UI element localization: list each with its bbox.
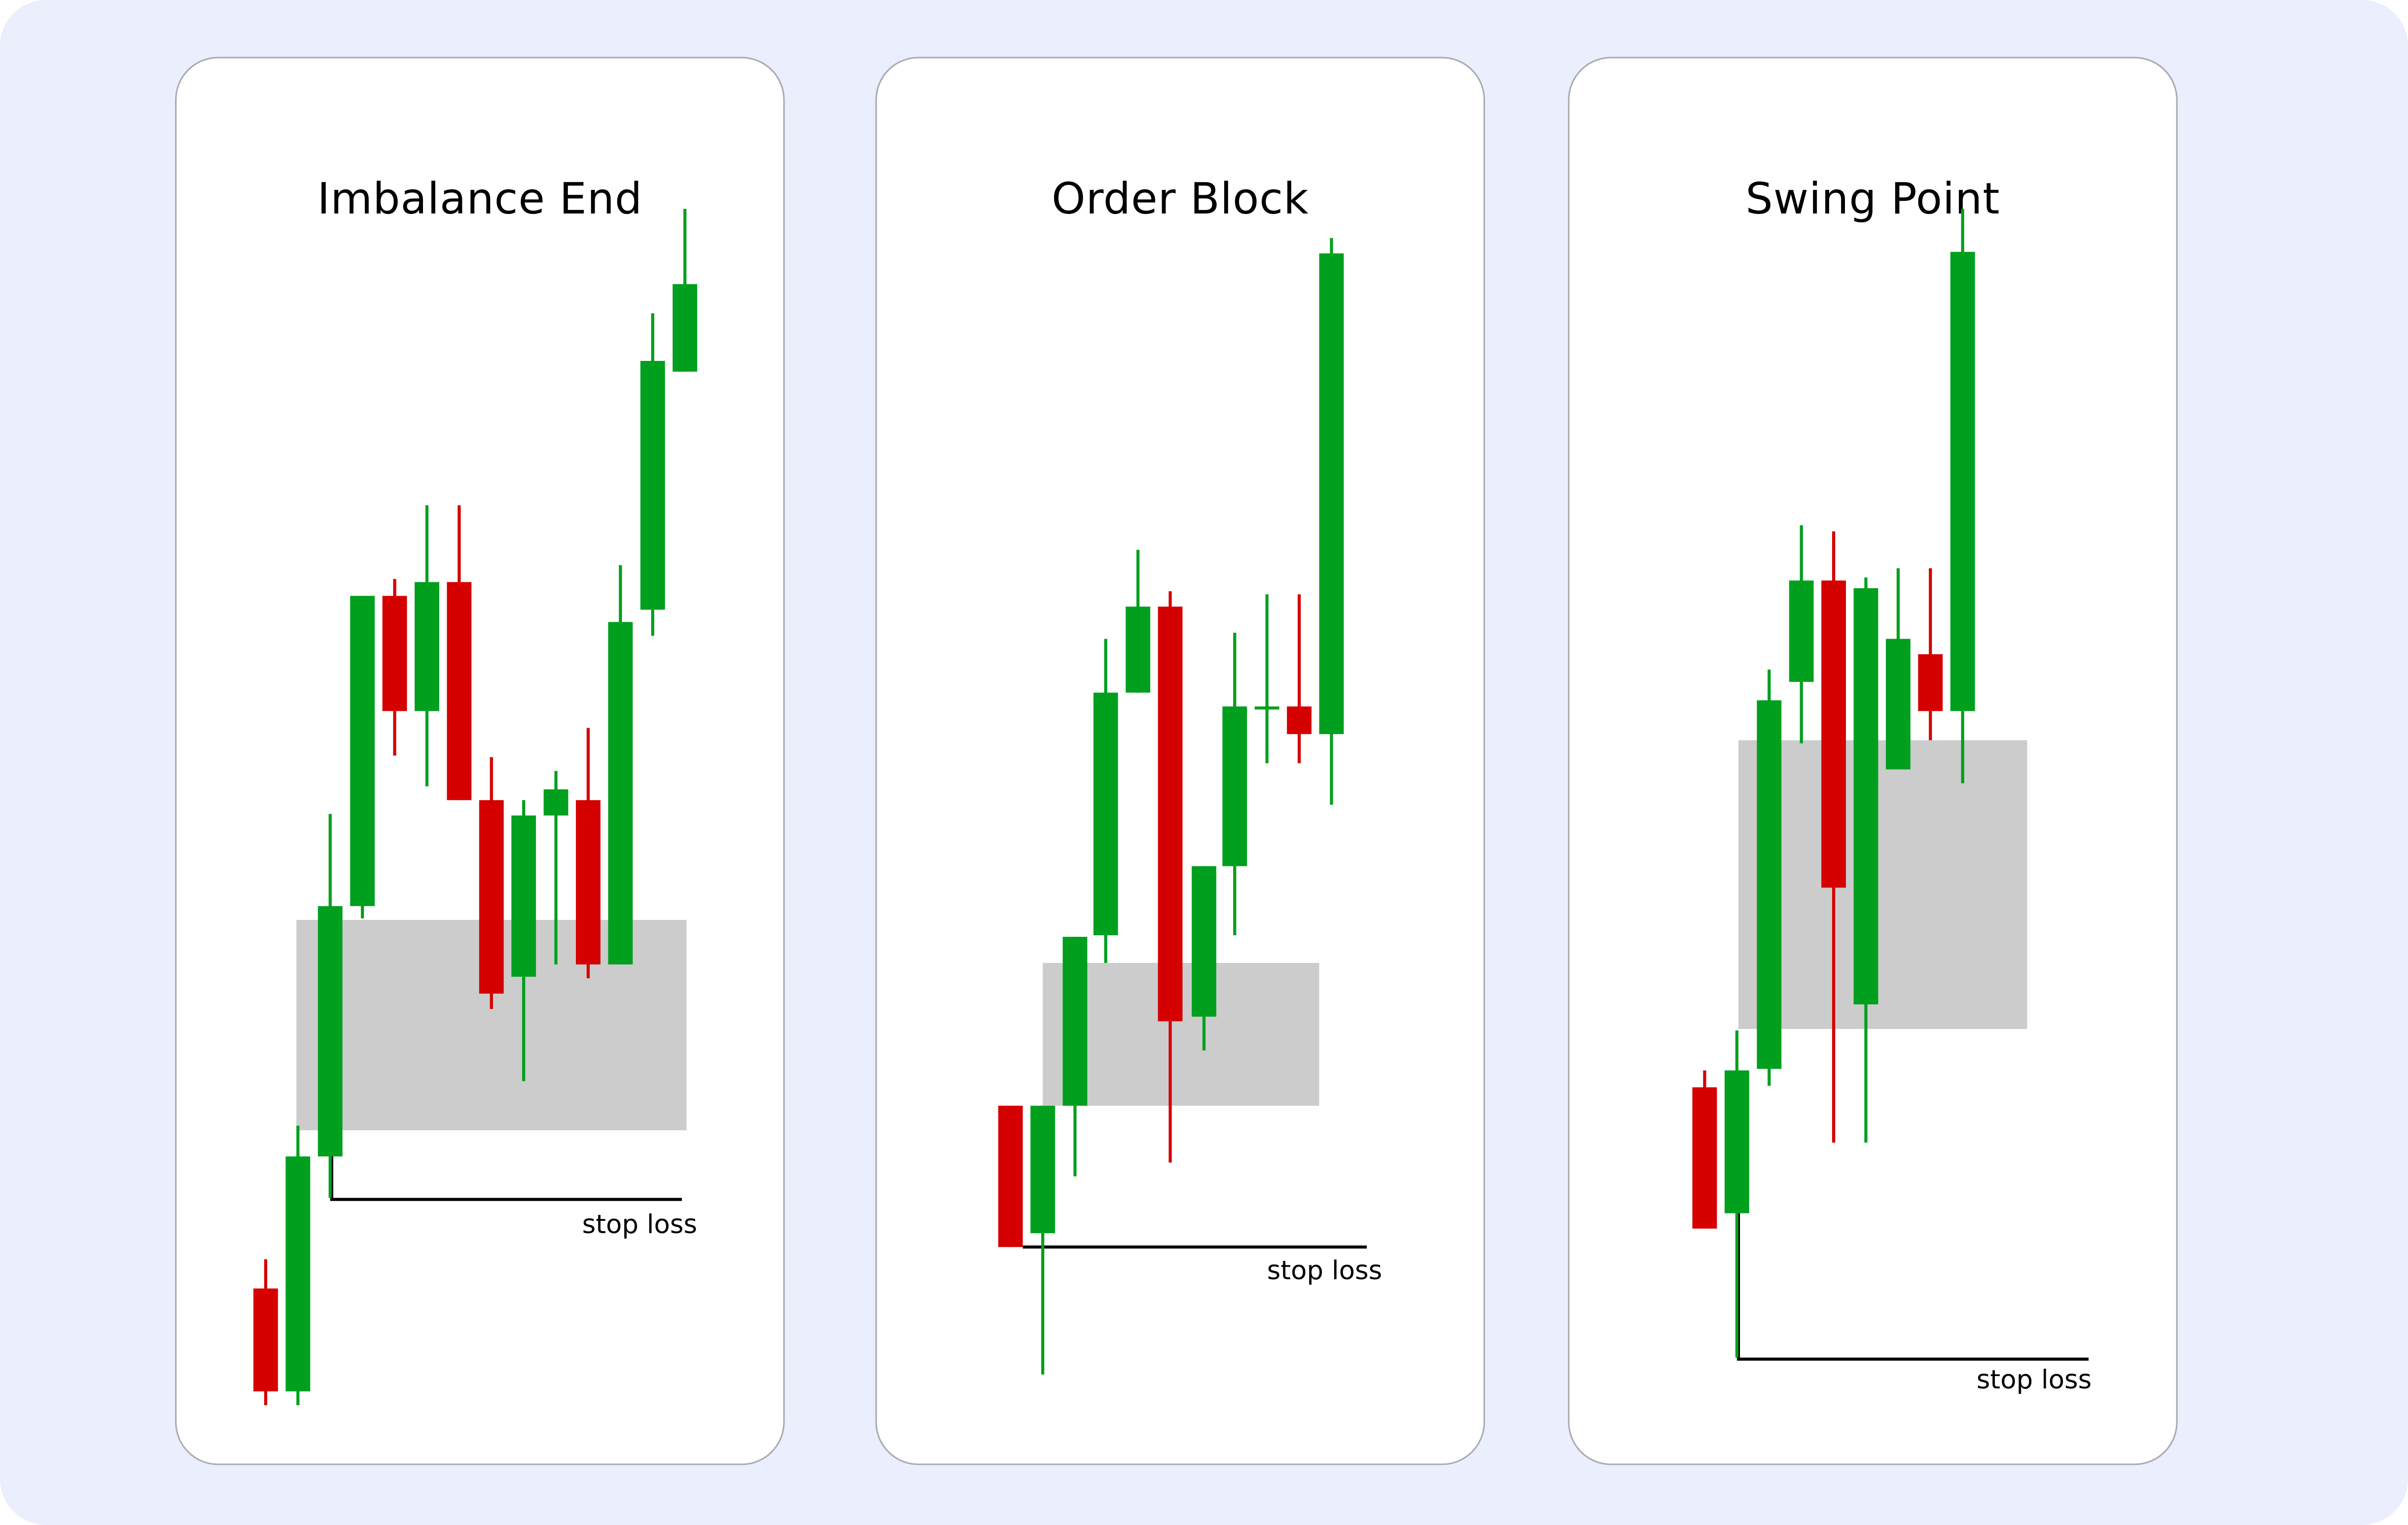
panel-imbalance-end: Imbalance End — [175, 57, 785, 1465]
panel-swing-point: Swing Point — [1568, 57, 2178, 1465]
panel-title: Imbalance End — [317, 173, 643, 224]
panel-title: Swing Point — [1745, 173, 2000, 224]
panel-order-block: Order Block — [875, 57, 1486, 1465]
panel-title: Order Block — [1051, 173, 1309, 224]
